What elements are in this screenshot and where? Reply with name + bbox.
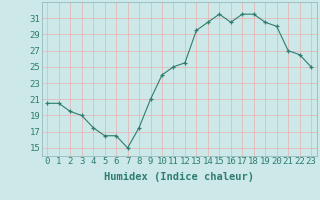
X-axis label: Humidex (Indice chaleur): Humidex (Indice chaleur) bbox=[104, 172, 254, 182]
